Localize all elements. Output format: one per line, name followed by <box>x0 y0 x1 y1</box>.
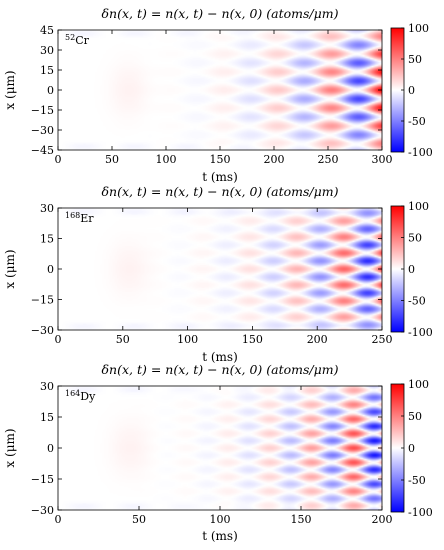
x-tick-label: 200 <box>264 153 285 166</box>
y-axis-label: x (μm) <box>3 249 17 288</box>
y-tick-label: 30 <box>40 380 54 393</box>
y-tick-label: −15 <box>31 473 54 486</box>
x-tick-label: 0 <box>55 333 62 346</box>
colorbar-tick-label: -100 <box>408 326 433 339</box>
heatmap-image <box>58 30 382 150</box>
heatmap-image <box>58 386 382 510</box>
isotope-element: Cr <box>75 34 89 47</box>
y-tick-label: −45 <box>31 144 54 157</box>
colorbar-tick-label: -50 <box>408 115 426 128</box>
isotope-element: Dy <box>80 390 96 403</box>
y-axis-label: x (μm) <box>3 428 17 467</box>
y-tick-label: −30 <box>31 124 54 137</box>
y-tick-label: −30 <box>31 504 54 517</box>
isotope-mass: 168 <box>65 211 80 220</box>
x-tick-label: 150 <box>242 333 263 346</box>
chart-title: δn(x, t) = n(x, t) − n(x, 0) (atoms/μm) <box>102 362 339 377</box>
y-tick-label: 0 <box>47 442 54 455</box>
y-axis-label: x (μm) <box>3 70 17 109</box>
colorbar-tick-label: 100 <box>408 22 429 35</box>
isotope-mass: 164 <box>65 389 80 398</box>
colorbar-tick-label: 100 <box>408 200 429 213</box>
x-tick-label: 200 <box>372 513 393 526</box>
y-tick-label: 0 <box>47 263 54 276</box>
x-tick-label: 200 <box>307 333 328 346</box>
chart-title: δn(x, t) = n(x, t) − n(x, 0) (atoms/μm) <box>102 184 339 199</box>
chart-panel-1: δn(x, t) = n(x, t) − n(x, 0) (atoms/μm) 0… <box>3 6 433 184</box>
colorbar-tick-label: -50 <box>408 474 426 487</box>
colorbar-tick-label: -50 <box>408 295 426 308</box>
y-tick-label: 0 <box>47 84 54 97</box>
x-tick-label: 0 <box>55 513 62 526</box>
chart-panel-3: δn(x, t) = n(x, t) − n(x, 0) (atoms/μm) 0… <box>3 362 433 543</box>
colorbar-tick-label: 50 <box>408 232 422 245</box>
y-tick-label: 15 <box>40 64 54 77</box>
isotope-label: 52Cr <box>65 33 90 47</box>
isotope-label: 168Er <box>65 211 94 225</box>
colorbar-tick-label: 100 <box>408 378 429 391</box>
x-axis-label: t (ms) <box>202 170 238 184</box>
x-tick-label: 150 <box>291 513 312 526</box>
x-tick-label: 0 <box>55 153 62 166</box>
colorbar <box>391 28 404 152</box>
y-tick-label: 15 <box>40 233 54 246</box>
x-tick-label: 250 <box>318 153 339 166</box>
colorbar-tick-label: 0 <box>408 263 415 276</box>
isotope-label: 164Dy <box>65 389 96 403</box>
x-tick-label: 100 <box>210 513 231 526</box>
colorbar-tick-label: -100 <box>408 146 433 159</box>
x-axis-label: t (ms) <box>202 350 238 364</box>
y-tick-label: −30 <box>31 324 54 337</box>
y-tick-label: 45 <box>40 24 54 37</box>
chart-panel-2: δn(x, t) = n(x, t) − n(x, 0) (atoms/μm) 0… <box>3 184 433 364</box>
chart-title: δn(x, t) = n(x, t) − n(x, 0) (atoms/μm) <box>102 6 339 21</box>
colorbar <box>391 384 404 512</box>
heatmap-image <box>58 208 382 330</box>
x-tick-label: 50 <box>116 333 130 346</box>
x-tick-label: 100 <box>156 153 177 166</box>
x-tick-label: 250 <box>372 333 393 346</box>
x-axis-label: t (ms) <box>202 529 238 543</box>
isotope-mass: 52 <box>65 33 75 42</box>
colorbar-tick-label: -100 <box>408 506 433 519</box>
colorbar <box>391 206 404 332</box>
y-tick-label: 15 <box>40 411 54 424</box>
colorbar-tick-label: 0 <box>408 442 415 455</box>
y-tick-label: 30 <box>40 202 54 215</box>
colorbar-tick-label: 0 <box>408 84 415 97</box>
y-tick-label: 30 <box>40 44 54 57</box>
x-tick-label: 150 <box>210 153 231 166</box>
x-tick-label: 50 <box>132 513 146 526</box>
colorbar-tick-label: 50 <box>408 410 422 423</box>
y-tick-label: −15 <box>31 104 54 117</box>
colorbar-tick-label: 50 <box>408 53 422 66</box>
y-tick-label: −15 <box>31 294 54 307</box>
x-tick-label: 100 <box>177 333 198 346</box>
isotope-element: Er <box>80 212 94 225</box>
x-tick-label: 300 <box>372 153 393 166</box>
x-tick-label: 50 <box>105 153 119 166</box>
